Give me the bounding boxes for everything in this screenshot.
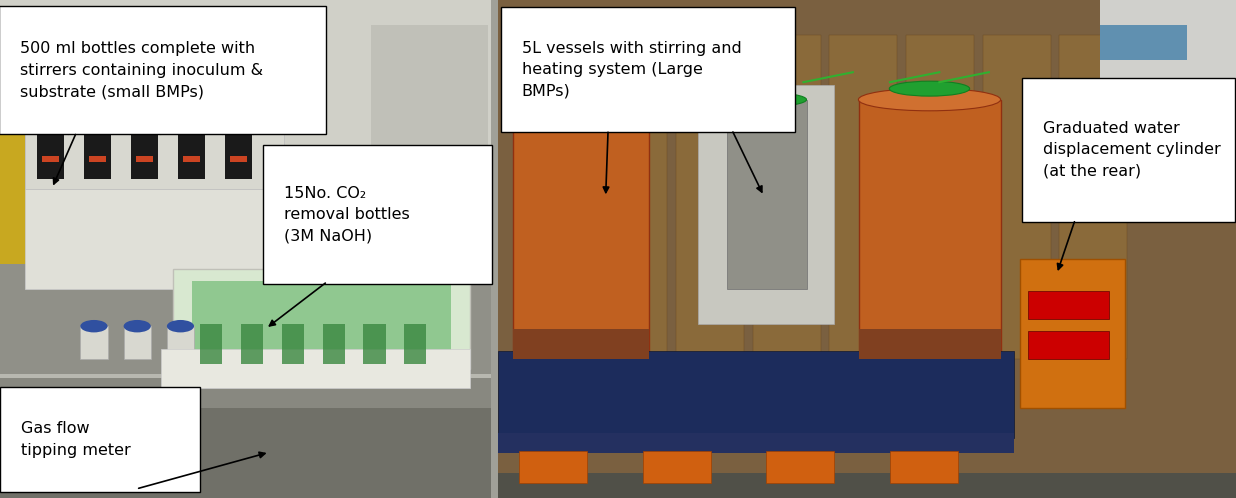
Text: 5L vessels with stirring and
heating system (Large
BMPs): 5L vessels with stirring and heating sys… [522,41,742,99]
FancyBboxPatch shape [0,387,200,492]
Bar [131,127,158,159]
Bar [513,329,649,359]
Bar [225,107,252,139]
Bar [498,433,1014,453]
Ellipse shape [513,88,649,111]
Ellipse shape [727,93,807,107]
Bar [1100,25,1187,60]
Bar [766,451,834,483]
Bar [80,326,108,359]
Bar [183,156,200,162]
Ellipse shape [80,320,108,333]
Bar [0,0,491,274]
Bar [906,35,974,359]
Ellipse shape [124,320,151,333]
Text: 15No. CO₂
removal bottles
(3M NaOH): 15No. CO₂ removal bottles (3M NaOH) [284,186,410,244]
Ellipse shape [858,88,1001,111]
Bar [698,85,834,324]
Bar [282,324,304,364]
Bar [37,147,64,179]
FancyBboxPatch shape [501,7,795,132]
Bar [178,107,205,139]
Bar [178,127,205,159]
Bar [178,147,205,179]
Bar [84,147,111,179]
Bar [37,107,64,139]
Ellipse shape [541,81,620,96]
Bar [225,147,252,179]
Bar [131,147,158,179]
Bar [161,349,470,388]
Text: 500 ml bottles complete with
stirrers containing inoculum &
substrate (small BMP: 500 ml bottles complete with stirrers co… [20,41,263,99]
Bar [230,156,247,162]
Bar [498,351,1014,438]
Bar [404,324,426,364]
Ellipse shape [890,81,969,96]
Bar [983,35,1051,359]
Bar [25,129,284,289]
Bar [523,35,591,359]
Bar [25,129,284,189]
Bar [676,35,744,359]
Bar [498,473,1236,498]
Bar [829,35,897,359]
Bar [225,127,252,159]
Bar [859,329,1001,359]
Bar [0,85,49,359]
Bar [753,35,821,359]
Bar [371,25,488,239]
FancyBboxPatch shape [1022,78,1235,222]
Bar [0,383,491,498]
Bar [323,324,345,364]
Bar [599,35,667,359]
Bar [1020,259,1125,408]
Text: Gas flow
tipping meter: Gas flow tipping meter [21,421,131,458]
Bar [727,100,807,289]
FancyBboxPatch shape [0,6,326,134]
Bar [363,324,386,364]
Bar [200,324,222,364]
Bar [1100,0,1236,149]
Bar [37,127,64,159]
Bar [136,156,153,162]
Bar [513,100,649,359]
Text: Graduated water
displacement cylinder
(at the rear): Graduated water displacement cylinder (a… [1043,121,1221,179]
Bar [0,264,491,374]
Bar [84,127,111,159]
Bar [1059,35,1127,359]
Bar [84,107,111,139]
Bar [1028,331,1109,359]
Bar [0,378,491,408]
FancyBboxPatch shape [263,145,492,284]
Bar [192,281,451,364]
Bar [890,451,958,483]
Bar [173,269,470,369]
Bar [859,100,1001,359]
Bar [167,326,194,359]
Bar [42,156,59,162]
Bar [498,0,1236,498]
Bar [491,0,498,498]
Bar [0,0,491,498]
Bar [124,326,151,359]
Bar [241,324,263,364]
Bar [1028,291,1109,319]
Ellipse shape [167,320,194,333]
Bar [643,451,711,483]
Bar [89,156,106,162]
Bar [519,451,587,483]
Bar [131,107,158,139]
